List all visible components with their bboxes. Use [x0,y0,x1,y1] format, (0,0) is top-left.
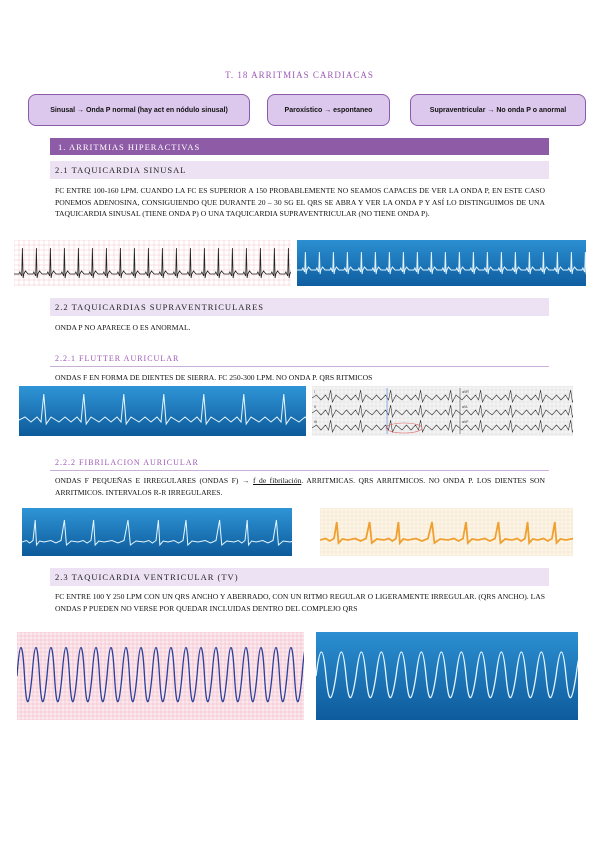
ecg-monitor-fibrilacion [22,508,292,556]
ecg-trace-flutter-monitor [19,393,306,426]
ecg-grid [320,508,573,556]
ecg-highlight-ellipse [385,422,423,434]
ecg-lead-label: aVL [462,405,468,409]
heading-fibrilacion-text: 2.2.2 FIBRILACION AURICULAR [55,457,199,467]
ecg-lead-label: aVR [462,390,469,394]
ecg-trace-lead-1 [312,389,573,403]
ecg-lead-label: I [314,390,315,394]
section-banner-arritmias-hiperactivas: 1. ARRITMIAS HIPERACTIVAS [50,138,549,155]
ecg-trace-fib-monitor [22,519,292,547]
heading-fibrilacion-auricular: 2.2.2 FIBRILACION AURICULAR [50,454,549,471]
ecg-lead-label: II [314,405,316,409]
ecg-monitor-tv [316,632,578,720]
ecg-trace-tv-monitor [316,651,578,699]
fib-text-a: ONDAS F PEQUEÑAS E IRREGULARES (ONDAS F)… [55,476,253,485]
heading-taquicardias-supraventriculares: 2.2 TAQUICARDIAS SUPRAVENTRICULARES [50,298,549,316]
document-title: T. 18 ARRITMIAS CARDIACAS [225,70,374,80]
pill-supraventricular: Supraventricular → No onda P o anormal [410,94,586,126]
paragraph-flutter: ONDAS F EN FORMA DE DIENTES DE SIERRA. F… [55,373,373,382]
ecg-grid [17,632,304,720]
ecg-orange-fibrilacion [320,508,573,556]
ecg-strip-tv-grid [17,632,304,720]
fib-text-b: . ARRITMICAS. QRS ARRITMICOS. NO ONDA P.… [55,476,546,497]
ecg-lead-label: aVF [462,420,468,424]
ecg-trace-lead-3 [312,419,573,433]
heading-taquicardia-ventricular: 2.3 TAQUICARDIA VENTRICULAR (TV) [50,568,549,586]
ecg-trace-lead-2 [312,404,573,418]
heading-flutter-auricular: 2.2.1 FLUTTER AURICULAR [50,350,549,367]
ecg-monitor-sinus [297,240,586,286]
fib-text-underlined: f de fibrilación [253,476,302,485]
heading-taquicardia-sinusal: 2.1 TAQUICARDIA SINUSAL [50,161,549,179]
paragraph-supraventriculares: ONDA P NO APARECE O ES ANORMAL. [55,323,191,332]
pill-sinusal: Sinusal → Onda P normal (hay act en nódu… [28,94,250,126]
paragraph-fibrilacion: ONDAS F PEQUEÑAS E IRREGULARES (ONDAS F)… [55,475,545,498]
ecg-trace-tv-grid [17,647,304,703]
ecg-lead-label: III [314,420,317,424]
ecg-trace-sinus [14,247,291,279]
ecg-grid [14,240,291,286]
ecg-strip-sinus-grid [14,240,291,286]
ecg-monitor-flutter [19,386,306,436]
ecg-12lead-flutter: I II III aVR aVL aVF [312,386,573,436]
paragraph-taquicardia-ventricular: FC ENTRE 100 Y 250 LPM CON UN QRS ANCHO … [55,592,545,613]
pill-paroxistico: Paroxístico → espontaneo [267,94,390,126]
ecg-trace-fib-orange [320,521,573,546]
ecg-trace-sinus-monitor [297,251,586,275]
paragraph-taquicardia-sinusal: FC ENTRE 100-160 LPM. CUANDO LA FC ES SU… [55,186,545,218]
